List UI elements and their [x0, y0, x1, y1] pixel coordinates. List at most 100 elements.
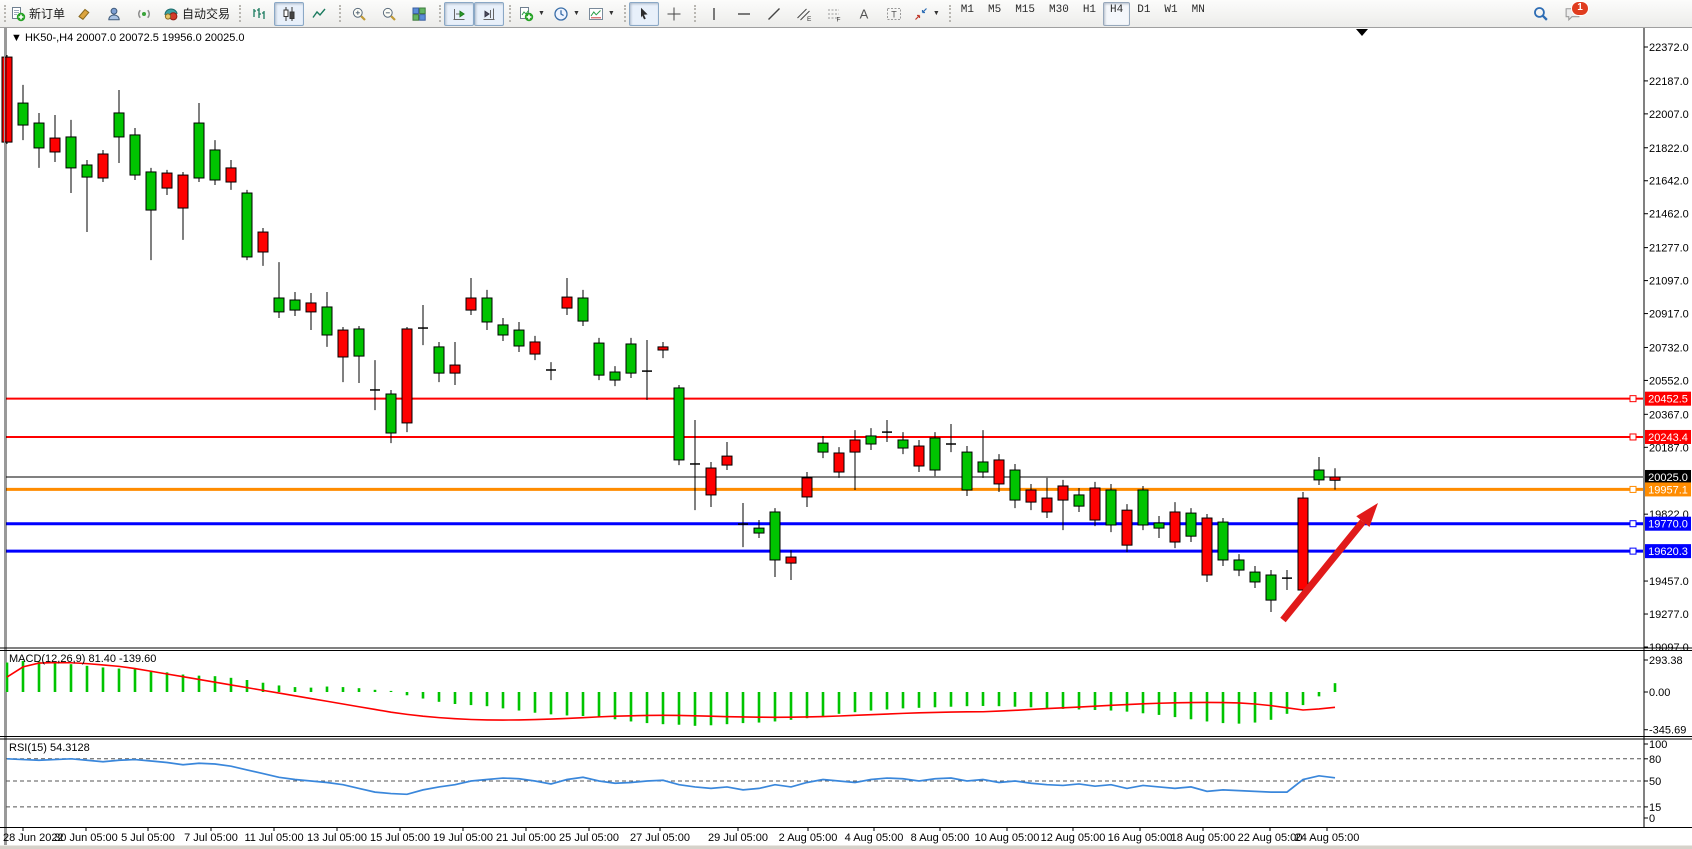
- tile-windows-button[interactable]: [404, 2, 434, 26]
- text-button[interactable]: A: [849, 2, 879, 26]
- macd-bar: [373, 689, 377, 692]
- timeframe-m1[interactable]: M1: [960, 3, 974, 16]
- scroll-marker-icon[interactable]: [1356, 29, 1368, 36]
- timeframe-h1[interactable]: H1: [1082, 3, 1097, 16]
- candle: [721, 441, 733, 471]
- macd-bar: [1045, 692, 1049, 709]
- candle: [1249, 566, 1261, 589]
- macd-bar: [1333, 683, 1337, 692]
- cursor-button[interactable]: [628, 1, 659, 26]
- macd-bar: [69, 664, 73, 692]
- chart-shift-button[interactable]: [474, 1, 505, 26]
- autotrading-button[interactable]: 自动交易: [159, 2, 234, 26]
- channel-button[interactable]: E: [789, 2, 819, 26]
- timeframe-group: M1 M5 M15 M30 H1 H4 D1 W1 MN: [947, 0, 1215, 27]
- rsi-axis-label: 80: [1649, 754, 1661, 766]
- search-button[interactable]: [1530, 4, 1550, 24]
- candle: [1073, 487, 1085, 512]
- line-handle[interactable]: [1629, 433, 1637, 441]
- timeframe-m15[interactable]: M15: [1015, 3, 1035, 16]
- toolbar-group-5: [622, 0, 692, 27]
- templates-button[interactable]: ▼: [584, 2, 619, 26]
- price-tick-label: 22007.0: [1649, 109, 1689, 121]
- macd-bar: [677, 692, 681, 725]
- time-axis-label: 2 Aug 05:00: [779, 832, 838, 844]
- line-handle[interactable]: [1629, 485, 1637, 493]
- candle: [1185, 508, 1197, 543]
- signals-button[interactable]: [129, 2, 159, 26]
- line-handle[interactable]: [1629, 547, 1637, 555]
- line-handle[interactable]: [1629, 395, 1637, 403]
- timeframe-d1[interactable]: D1: [1137, 3, 1151, 16]
- macd-bar: [37, 661, 41, 692]
- macd-bar: [789, 692, 793, 720]
- macd-bar: [85, 665, 89, 692]
- candle: [993, 454, 1005, 493]
- candle: [769, 508, 781, 578]
- styler-button[interactable]: [69, 2, 99, 26]
- macd-bar: [805, 692, 809, 719]
- status-strip: [0, 845, 1692, 849]
- macd-bar: [741, 692, 745, 724]
- macd-bar: [101, 667, 105, 692]
- timeframe-m30[interactable]: M30: [1049, 3, 1069, 16]
- svg-text:19770.0: 19770.0: [1648, 519, 1688, 531]
- svg-text:20025.0: 20025.0: [1648, 472, 1688, 484]
- bar-chart-button[interactable]: [244, 2, 274, 26]
- macd-bar: [437, 692, 441, 702]
- macd-bar: [965, 692, 969, 707]
- macd-bar: [405, 692, 409, 696]
- label-button[interactable]: T: [879, 2, 909, 26]
- timeframe-h4[interactable]: H4: [1103, 1, 1131, 26]
- macd-bar: [901, 692, 905, 709]
- time-axis-label: 21 Jul 05:00: [496, 832, 556, 844]
- line-chart-button[interactable]: [304, 2, 334, 26]
- time-axis-label: 11 Jul 05:00: [244, 832, 303, 844]
- arrows-button[interactable]: ▼: [909, 2, 944, 26]
- rsi-axis-label: 100: [1649, 739, 1667, 751]
- trend-arrow[interactable]: [1280, 519, 1366, 623]
- zoom-in-button[interactable]: [344, 2, 374, 26]
- candle: [1217, 518, 1229, 567]
- timeframe-m5[interactable]: M5: [987, 3, 1002, 16]
- candle: [593, 337, 605, 381]
- macd-bar: [117, 668, 121, 692]
- timeframe-w1[interactable]: W1: [1164, 3, 1178, 16]
- candle: [370, 360, 380, 411]
- zoom-out-button[interactable]: [374, 2, 404, 26]
- new-order-icon: [12, 6, 26, 21]
- macd-label: MACD(12,26,9) 81.40 -139.60: [9, 653, 156, 665]
- trendline-button[interactable]: [759, 2, 789, 26]
- indicators-button[interactable]: ▼: [514, 2, 549, 26]
- candle: [817, 435, 829, 459]
- candle: [1041, 477, 1053, 519]
- candle: [161, 169, 173, 196]
- profile-icon: [108, 7, 120, 20]
- price-tick-label: 22372.0: [1649, 42, 1689, 54]
- toolbar-group-1: [237, 0, 337, 27]
- candle: [1282, 570, 1292, 591]
- macd-bar: [1285, 692, 1289, 714]
- periods-button[interactable]: ▼: [549, 2, 584, 26]
- timeframe-mn[interactable]: MN: [1191, 3, 1205, 16]
- macd-bar: [1061, 692, 1065, 709]
- crosshair-button[interactable]: [659, 2, 689, 26]
- autoscroll-button[interactable]: [444, 1, 475, 26]
- profile-button[interactable]: [99, 2, 129, 26]
- macd-bar: [325, 686, 329, 692]
- candle: [145, 167, 157, 261]
- fibonacci-button[interactable]: F: [819, 2, 849, 26]
- chart-title[interactable]: ▼ HK50-,H4 20007.0 20072.5 19956.0 20025…: [11, 32, 245, 44]
- new-order-button[interactable]: 新订单: [6, 2, 69, 26]
- macd-bar: [1253, 692, 1257, 723]
- price-tick-label: 21097.0: [1649, 276, 1689, 288]
- candlestick-button[interactable]: [274, 1, 305, 26]
- horizontal-line-button[interactable]: [729, 2, 759, 26]
- chat-button[interactable]: 1: [1562, 0, 1589, 24]
- price-line-badge: 20452.5: [1645, 391, 1691, 406]
- vertical-line-button[interactable]: [699, 2, 729, 26]
- macd-bar: [1221, 692, 1225, 724]
- price-tick-label: 21462.0: [1649, 209, 1689, 221]
- line-handle[interactable]: [1629, 520, 1637, 528]
